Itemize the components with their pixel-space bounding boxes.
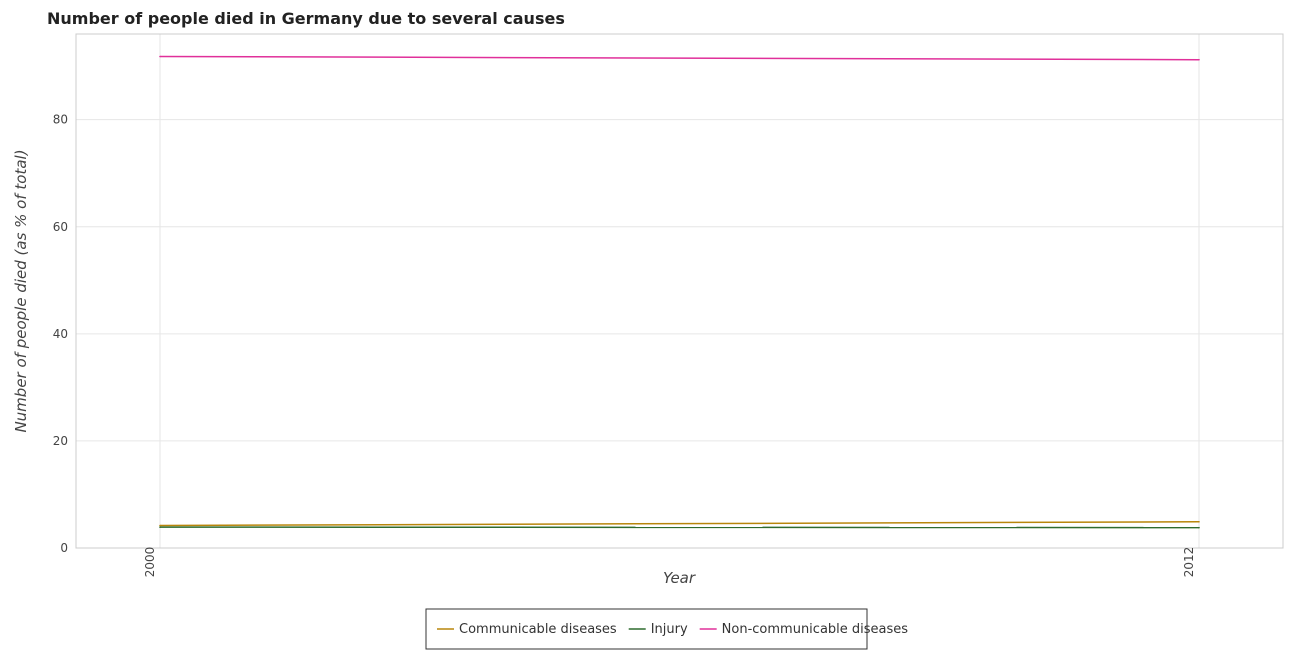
series [159, 55, 1200, 529]
legend-box [425, 608, 868, 650]
legend: Communicable diseases Injury Non-communica… [425, 608, 909, 650]
plot-frame [75, 33, 1284, 549]
series-line-3 [159, 55, 1200, 61]
legend-label: Communicable diseases [459, 622, 617, 637]
legend-label: Injury [651, 622, 688, 637]
data-point [159, 524, 161, 527]
data-point [159, 55, 161, 58]
data-point [159, 526, 161, 528]
x-tick-label: 2000 [143, 547, 157, 578]
y-axis-ticks: 0 20 40 60 80 [53, 113, 68, 555]
x-axis-ticks: 2000 2012 [143, 547, 1196, 578]
series-line-1 [159, 521, 1200, 527]
y-axis-label: Number of people died (as % of total) [12, 149, 30, 432]
y-tick-label: 0 [60, 541, 68, 555]
x-axis-label: Year [663, 569, 696, 587]
chart-title: Number of people died in Germany due to … [47, 9, 565, 28]
y-tick-label: 60 [53, 220, 68, 234]
y-tick-label: 40 [53, 327, 68, 341]
x-tick-label: 2012 [1182, 547, 1196, 578]
grid [76, 34, 1283, 549]
y-tick-label: 80 [53, 113, 68, 127]
legend-label: Non-communicable diseases [722, 622, 909, 637]
y-tick-label: 20 [53, 434, 68, 448]
series-line-2 [159, 526, 1200, 529]
data-point [1198, 526, 1200, 529]
data-point [1198, 58, 1200, 61]
data-point [1198, 520, 1200, 523]
